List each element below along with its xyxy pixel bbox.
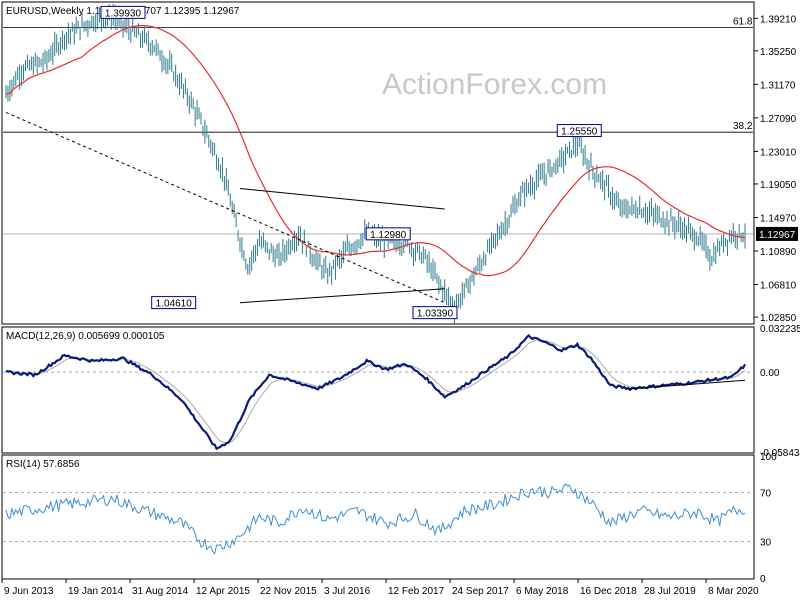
x-tick-label: 8 Mar 2020 xyxy=(708,586,759,597)
price-annotation-label: 1.39930 xyxy=(105,8,142,19)
rsi-panel-title: RSI(14) 57.6856 xyxy=(6,459,80,470)
price-y-tick-label: 1.02850 xyxy=(760,313,797,324)
x-tick-label: 12 Feb 2017 xyxy=(388,586,445,597)
x-tick-label: 6 May 2018 xyxy=(516,586,569,597)
triangle-lower-line xyxy=(239,288,445,304)
macd-signal-line xyxy=(5,339,746,444)
price-y-tick-label: 1.06810 xyxy=(760,281,797,292)
price-y-tick-label: 1.31170 xyxy=(760,80,796,91)
rsi-line xyxy=(5,483,746,555)
macd-trendline xyxy=(626,379,746,390)
rsi-y-axis: 100 70 30 0 xyxy=(760,452,777,585)
moving-average-line xyxy=(5,25,746,277)
dashed-trendline xyxy=(5,112,445,304)
price-y-tick-label: 1.23010 xyxy=(760,147,797,158)
fib-level-label: 61.8 xyxy=(733,17,753,28)
x-tick-label: 9 Jun 2013 xyxy=(4,586,54,597)
triangle-upper-line xyxy=(239,187,445,210)
rsi-y-tick-label: 70 xyxy=(760,489,772,500)
x-tick-label: 12 Apr 2015 xyxy=(196,586,250,597)
rsi-y-tick-label: 0 xyxy=(760,574,766,585)
macd-y-tick-label: -0.058434 xyxy=(760,448,800,459)
x-tick-label: 28 Jul 2019 xyxy=(644,586,696,597)
trendlines xyxy=(5,112,445,304)
price-y-tick-label: 1.39210 xyxy=(760,14,797,25)
x-tick-label: 22 Nov 2015 xyxy=(260,586,317,597)
price-y-axis: 1.39210 1.35250 1.31170 1.27090 1.23010 1.190… xyxy=(754,14,797,324)
rsi-reference-lines xyxy=(3,492,753,542)
price-annotations: 1.39930 1.25550 1.12980 1.04610 1.03390 xyxy=(100,5,602,320)
x-axis: 9 Jun 2013 19 Jan 2014 31 Aug 2014 12 Apr 2… xyxy=(1,579,759,597)
price-annotation-box xyxy=(100,5,146,19)
macd-line xyxy=(5,333,746,451)
price-annotation-label: 1.12980 xyxy=(370,230,407,241)
price-annotation-box xyxy=(151,296,197,310)
price-annotation-box xyxy=(556,124,602,138)
price-reference-lines: 61.8 38.2 xyxy=(3,17,753,235)
price-annotation-box xyxy=(412,306,458,320)
watermark: ActionForex.com xyxy=(382,68,607,101)
x-tick-label: 24 Sep 2017 xyxy=(452,586,509,597)
rsi-y-tick-label: 100 xyxy=(760,452,777,463)
x-tick-label: 31 Aug 2014 xyxy=(132,586,189,597)
price-y-tick-label: 1.10890 xyxy=(760,247,797,258)
fib-level-label: 38.2 xyxy=(733,121,753,132)
price-annotation-label: 1.04610 xyxy=(156,299,193,310)
rsi-panel-frame xyxy=(1,454,755,580)
x-tick-label: 16 Dec 2018 xyxy=(580,586,637,597)
rsi-y-tick-label: 30 xyxy=(760,537,772,548)
price-y-tick-label: 1.19050 xyxy=(760,180,797,191)
price-bars xyxy=(5,3,746,324)
macd-y-axis: 0.032235 0.00 -0.058434 xyxy=(760,324,800,459)
price-y-tick-label: 1.27090 xyxy=(760,114,797,125)
price-y-tick-label: 1.14970 xyxy=(760,213,797,224)
x-tick-label: 3 Jul 2016 xyxy=(324,586,371,597)
macd-y-tick-label: 0.032235 xyxy=(760,324,800,335)
price-annotation-box xyxy=(365,227,411,241)
price-y-tick-label: 1.35250 xyxy=(760,47,797,58)
current-price-marker: 1.12967 xyxy=(756,226,798,241)
price-annotation-label: 1.03390 xyxy=(417,309,454,320)
macd-panel-title: MACD(12,26,9) 0.005699 0.000105 xyxy=(6,331,165,342)
current-price-label: 1.12967 xyxy=(759,230,796,241)
macd-panel-frame xyxy=(1,326,755,454)
x-tick-label: 19 Jan 2014 xyxy=(68,586,123,597)
price-annotation-label: 1.25550 xyxy=(561,127,598,138)
current-price-box xyxy=(756,226,798,241)
macd-y-tick-label: 0.00 xyxy=(760,368,780,379)
price-panel-frame xyxy=(1,1,755,325)
